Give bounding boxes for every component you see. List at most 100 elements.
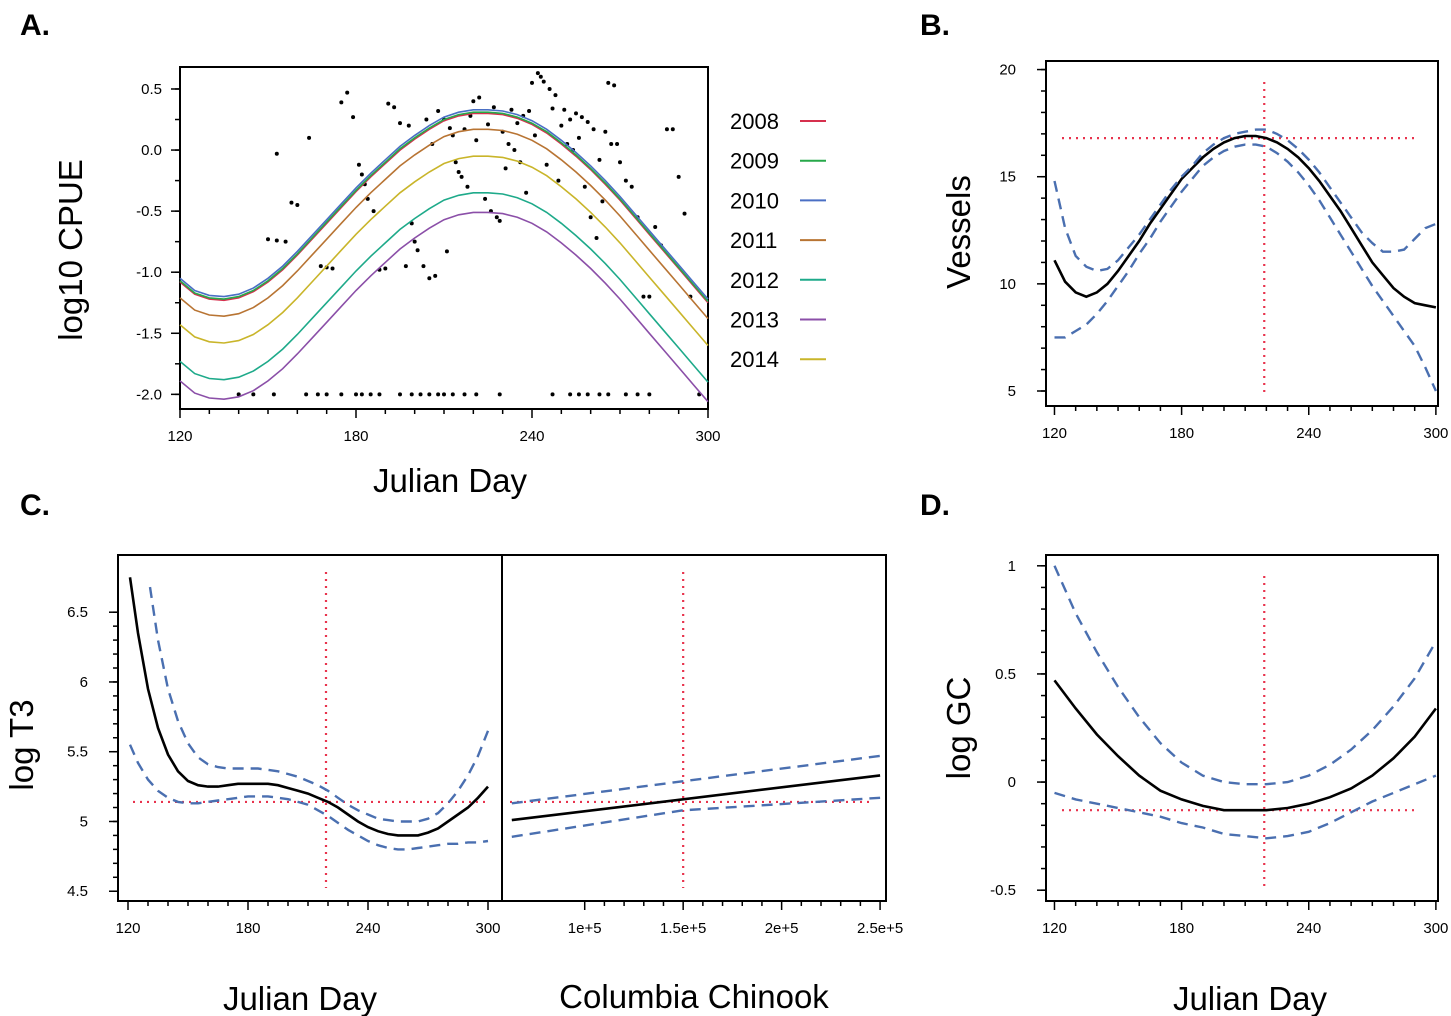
scatter-point [497, 218, 502, 223]
a-y-tick-label: 0.0 [141, 142, 162, 159]
scatter-point [459, 174, 464, 179]
scatter-point [559, 123, 564, 128]
scatter-point [579, 115, 584, 120]
scatter-points-a [236, 71, 702, 397]
panel-label-d: D. [920, 489, 950, 522]
scatter-point [497, 392, 502, 397]
scatter-point [236, 392, 241, 397]
series-line-2009 [179, 111, 709, 303]
panel-label-b: B. [920, 9, 950, 42]
legend-label-2012: 2012 [730, 268, 779, 293]
b-y-tick-label: 20 [999, 62, 1016, 79]
scatter-point [365, 196, 370, 201]
scatter-point [547, 86, 552, 91]
scatter-point [609, 141, 614, 146]
fit-line [511, 774, 881, 822]
confidence-band-line [148, 586, 490, 823]
confidence-band-line [1053, 128, 1437, 273]
x-axis-title-a: Julian Day [373, 462, 528, 499]
scatter-point [641, 294, 646, 299]
scatter-point [486, 122, 490, 127]
a-x-tick-label: 300 [695, 428, 720, 445]
a-x-tick-label: 240 [519, 428, 544, 445]
scatter-point [647, 294, 652, 299]
scatter-point [585, 119, 590, 124]
c2-x-tick-label: 2.5e+5 [857, 920, 903, 937]
series-line-2014 [179, 155, 709, 347]
confidence-band-line [1054, 143, 1437, 392]
scatter-point [398, 392, 402, 397]
scatter-point [483, 196, 488, 201]
confidence-band-line [511, 796, 881, 838]
scatter-point [274, 238, 279, 243]
scatter-point [509, 107, 514, 112]
scatter-point [647, 392, 652, 397]
a-x-tick-label: 120 [167, 428, 192, 445]
scatter-point [568, 392, 573, 397]
scatter-point [283, 239, 288, 244]
panel-label-c: C. [20, 489, 50, 522]
scatter-point [532, 133, 537, 138]
plot-area-b: 120 180 240 300 5 10 15 20 [999, 62, 1448, 442]
scatter-point [606, 392, 611, 397]
plot-area-c-chinook: 1e+5 1.5e+5 2e+5 2.5e+5 [510, 572, 903, 937]
scatter-point [307, 135, 312, 140]
scatter-point [386, 101, 391, 106]
scatter-point [615, 141, 620, 146]
scatter-point [503, 166, 508, 171]
scatter-point [576, 392, 581, 397]
c2-x-tick-label: 2e+5 [765, 920, 799, 937]
scatter-point [356, 162, 361, 167]
scatter-point [418, 392, 423, 397]
c2-x-tick-label: 1.5e+5 [660, 920, 706, 937]
scatter-point [550, 392, 555, 397]
legend-a: 2008 2009 2010 2011 2012 2013 2014 [730, 109, 826, 372]
scatter-point [324, 392, 329, 397]
scatter-point [623, 392, 628, 397]
scatter-point [512, 148, 517, 153]
scatter-point [427, 276, 432, 281]
scatter-point [354, 392, 358, 397]
scatter-point [315, 392, 320, 397]
b-x-tick-label: 240 [1296, 425, 1321, 442]
confidence-band-line [1053, 565, 1437, 786]
scatter-point [318, 264, 323, 269]
legend-label-2011: 2011 [730, 228, 777, 253]
scatter-point [415, 248, 420, 253]
fit-line [1053, 134, 1437, 309]
confidence-band-line [511, 754, 881, 805]
d-y-tick-label: 0.5 [995, 666, 1016, 683]
scatter-point [506, 141, 511, 146]
a-y-tick-label: 0.5 [141, 81, 162, 98]
scatter-point [623, 178, 628, 183]
scatter-point [524, 190, 529, 195]
b-x-tick-label: 180 [1169, 425, 1194, 442]
scatter-point [550, 106, 555, 111]
d-x-tick-label: 180 [1169, 920, 1194, 937]
legend-label-2010: 2010 [730, 188, 779, 213]
scatter-point [436, 392, 441, 397]
scatter-point [368, 392, 373, 397]
b-x-tick-label: 300 [1423, 425, 1448, 442]
scatter-point [597, 392, 602, 397]
y-axis-title-a: log10 CPUE [52, 159, 89, 341]
a-y-tick-label: -1.5 [136, 325, 162, 342]
scatter-point [427, 392, 432, 397]
scatter-point [351, 115, 356, 120]
scatter-point [585, 392, 590, 397]
series-line-2011 [179, 128, 709, 320]
scatter-point [682, 211, 687, 216]
scatter-point [424, 117, 429, 122]
panel-d: 120 180 240 300 -0.5 0 0.5 1 Julian Day log GC [940, 554, 1448, 1016]
scatter-point [591, 127, 596, 132]
scatter-point [574, 111, 578, 116]
c-y-tick-label: 5.5 [67, 744, 88, 761]
scatter-point [635, 392, 640, 397]
scatter-point [456, 170, 461, 175]
scatter-point [576, 135, 581, 140]
scatter-point [251, 392, 256, 397]
x-axis-title-c: Julian Day [223, 980, 378, 1016]
scatter-point [618, 160, 622, 165]
c-x-tick-label: 120 [115, 920, 140, 937]
